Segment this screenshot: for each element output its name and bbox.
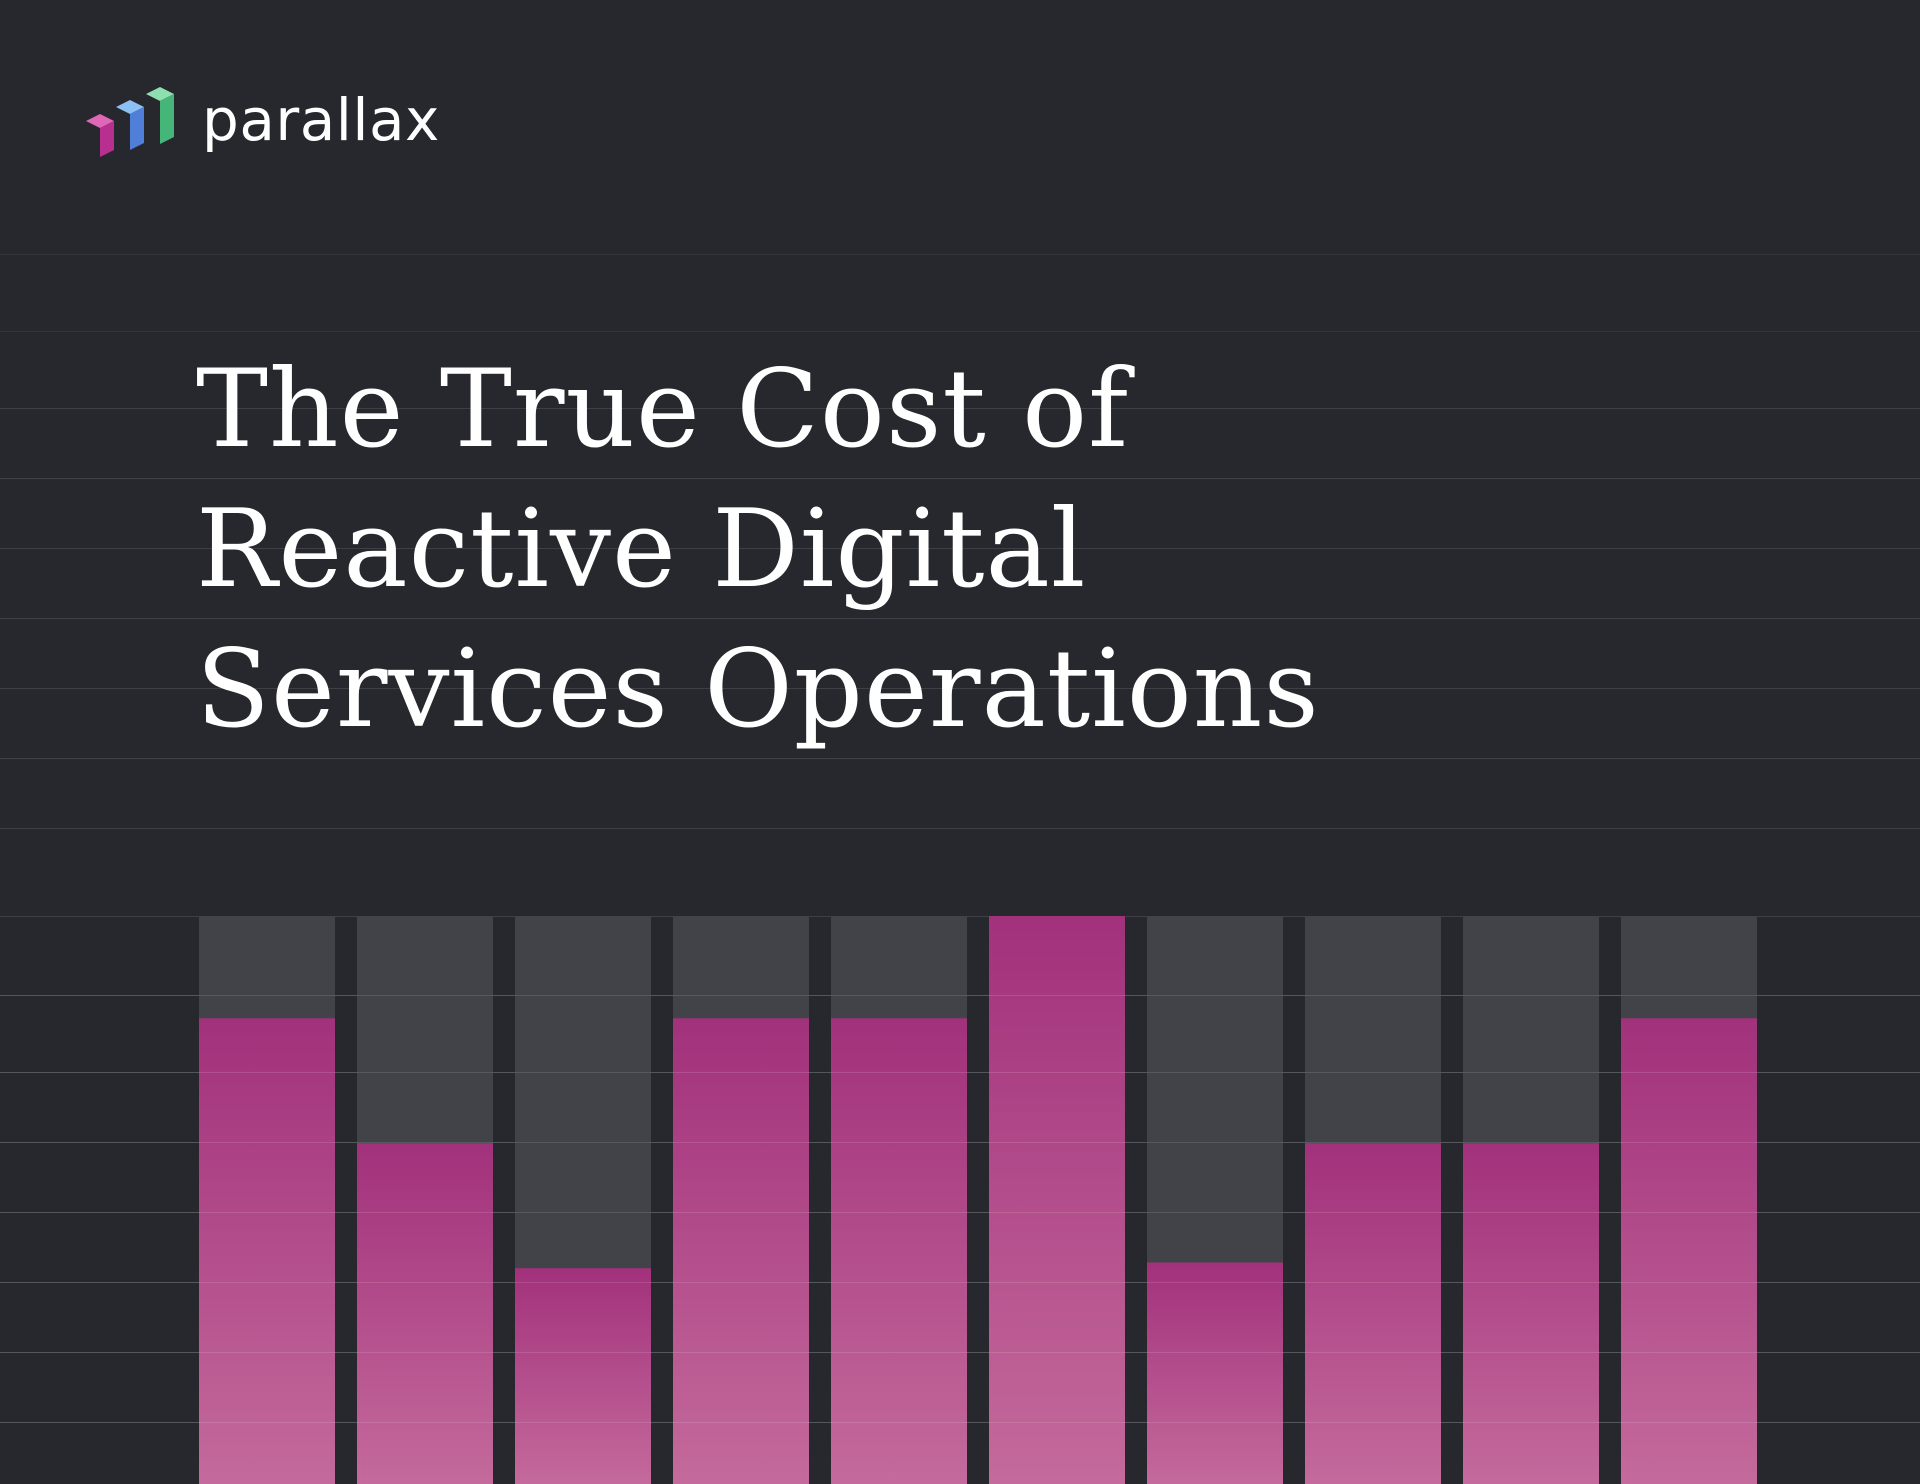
bar <box>357 1143 493 1484</box>
background-rule <box>0 618 1920 619</box>
background-rule <box>0 408 1920 409</box>
parallax-bars-logo-icon <box>86 87 174 157</box>
bar <box>831 1018 967 1484</box>
background-rule <box>0 828 1920 829</box>
brand-logo[interactable]: parallax <box>86 84 440 164</box>
bar <box>1147 1262 1283 1484</box>
bar <box>1305 1143 1441 1484</box>
title-line-3: Services Operations <box>196 627 1320 752</box>
brand-name: parallax <box>202 86 440 154</box>
background-rule <box>0 254 1920 255</box>
background-rule <box>0 331 1920 332</box>
background-rule <box>0 688 1920 689</box>
bar <box>1463 1143 1599 1484</box>
background-rule <box>0 548 1920 549</box>
bar <box>989 916 1125 1484</box>
document-title: The True Cost of Reactive Digital Servic… <box>196 340 1320 760</box>
bar <box>515 1268 651 1484</box>
title-line-2: Reactive Digital <box>196 487 1087 612</box>
title-line-1: The True Cost of <box>196 347 1130 472</box>
bar <box>1621 1018 1757 1484</box>
bar <box>673 1018 809 1484</box>
background-rule <box>0 758 1920 759</box>
bar <box>199 1018 335 1484</box>
background-rule <box>0 478 1920 479</box>
